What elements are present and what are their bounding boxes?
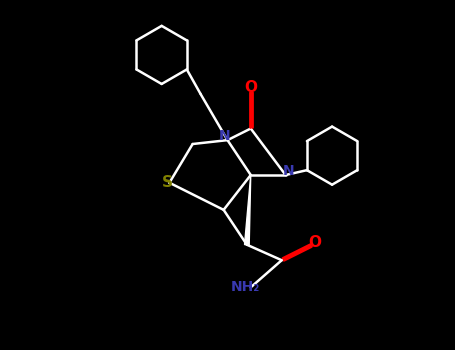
Text: N: N bbox=[218, 129, 230, 143]
Text: N: N bbox=[283, 164, 294, 178]
Text: S: S bbox=[162, 175, 173, 190]
Text: O: O bbox=[308, 235, 321, 250]
Polygon shape bbox=[244, 175, 251, 245]
Text: O: O bbox=[244, 80, 257, 95]
Text: NH₂: NH₂ bbox=[230, 280, 259, 294]
